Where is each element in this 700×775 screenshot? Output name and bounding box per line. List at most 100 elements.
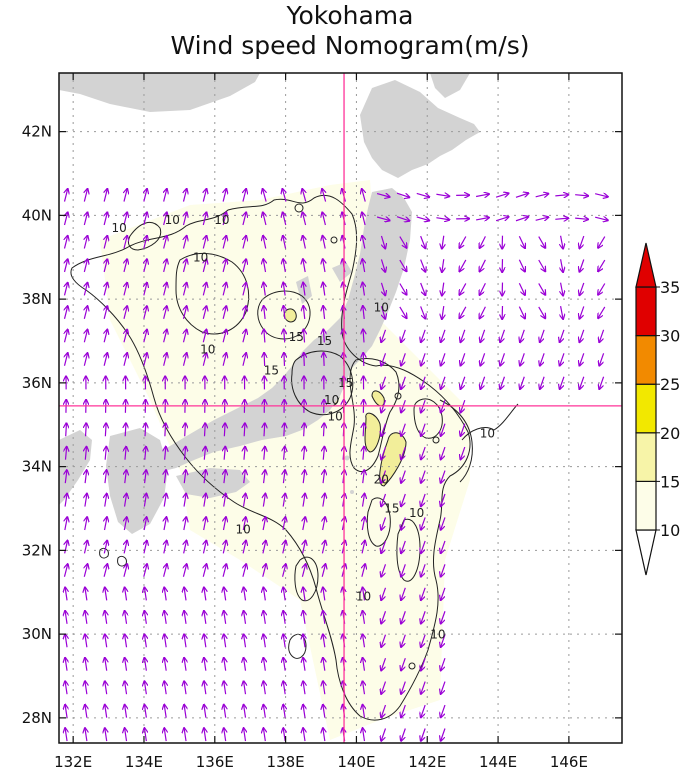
wind-vector [555, 218, 568, 219]
wind-vector [520, 353, 525, 365]
contour-label: 10 [356, 590, 371, 604]
wind-vector [401, 611, 406, 623]
wind-vector [363, 634, 365, 648]
wind-vector [65, 470, 67, 484]
wind-vector [362, 189, 365, 202]
wind-vector [144, 611, 146, 624]
wind-vector [224, 611, 226, 624]
wind-vector [304, 423, 305, 437]
wind-vector [264, 447, 265, 460]
wind-vector [244, 423, 245, 437]
wind-vector [65, 541, 68, 554]
wind-vector [283, 705, 285, 718]
wind-vector [283, 306, 284, 320]
wind-vector [283, 212, 286, 226]
wind-vector [184, 517, 186, 531]
wind-vector [441, 634, 446, 647]
wind-vector [104, 212, 107, 226]
wind-vector [263, 681, 265, 695]
wind-vector [124, 330, 127, 343]
wind-vector [263, 212, 266, 226]
wind-vector [105, 728, 107, 742]
wind-vector [85, 494, 87, 507]
wind-vector [65, 658, 67, 671]
wind-vector [184, 541, 187, 554]
wind-vector [224, 470, 226, 484]
wind-vector [461, 423, 466, 436]
wind-vector [84, 189, 87, 202]
wind-vector [184, 587, 186, 601]
wind-vector [381, 540, 387, 553]
wind-vector [441, 681, 446, 694]
wind-vector [183, 236, 186, 249]
wind-vector [420, 235, 426, 248]
wind-vector [204, 517, 206, 531]
wind-vector [263, 634, 265, 648]
wind-vector [442, 282, 444, 296]
wind-vector [500, 329, 506, 342]
wind-vector [105, 611, 107, 624]
colorbar-label: 15 [660, 472, 680, 491]
wind-vector [125, 587, 127, 601]
wind-vector [244, 611, 246, 624]
wind-vector [104, 283, 107, 296]
wind-vector [283, 236, 286, 249]
colorbar-label: 10 [660, 521, 680, 540]
wind-vector [396, 216, 409, 221]
wind-vector [243, 212, 246, 226]
wind-vector [244, 681, 246, 695]
wind-vector [84, 259, 87, 273]
wind-vector [376, 217, 390, 220]
wind-vector [223, 330, 226, 343]
wind-vector [363, 353, 364, 366]
wind-vector [401, 657, 406, 670]
wind-vector [579, 259, 585, 271]
wind-vector [205, 423, 206, 437]
wind-vector [243, 236, 246, 249]
wind-vector [381, 611, 387, 623]
wind-vector [362, 259, 364, 273]
wind-vector [421, 657, 426, 670]
wind-vector [399, 283, 407, 294]
wind-vector [125, 658, 127, 671]
wind-vector [323, 587, 325, 601]
wind-vector [84, 236, 87, 249]
wind-vector [401, 728, 406, 740]
wind-vector [124, 353, 127, 366]
wind-vector [125, 470, 127, 484]
wind-vector [124, 259, 127, 273]
wind-vector [283, 564, 286, 577]
wind-vector [540, 353, 545, 365]
wind-vector [363, 705, 365, 718]
wind-vector [263, 517, 265, 531]
wind-vector [421, 329, 426, 342]
wind-vector [144, 306, 147, 319]
wind-vector [421, 517, 426, 529]
contour-label: 10 [193, 250, 208, 264]
wind-vector [144, 517, 146, 531]
wind-vector [203, 353, 206, 366]
wind-vector [363, 470, 365, 484]
wind-vector [323, 259, 325, 273]
wind-vector [381, 634, 387, 647]
contour-label: 10 [480, 426, 495, 440]
wind-vector [64, 564, 67, 577]
wind-vector [401, 704, 406, 717]
wind-vector [263, 705, 265, 718]
wind-vector [421, 634, 426, 647]
wind-vector [124, 283, 127, 296]
wind-vector [164, 658, 166, 671]
wind-vector [396, 192, 409, 197]
wind-vector [283, 658, 285, 671]
wind-vector [560, 376, 565, 389]
contour-label: 10 [235, 523, 250, 537]
wind-vector [65, 236, 68, 249]
wind-vector [323, 283, 325, 296]
wind-vector [104, 564, 107, 577]
wind-vector [104, 330, 107, 343]
lon-tick-label: 146E [550, 753, 588, 771]
wind-vector [303, 283, 305, 296]
wind-vector [459, 283, 467, 294]
wind-vector [144, 541, 147, 554]
wind-vector [204, 587, 206, 601]
